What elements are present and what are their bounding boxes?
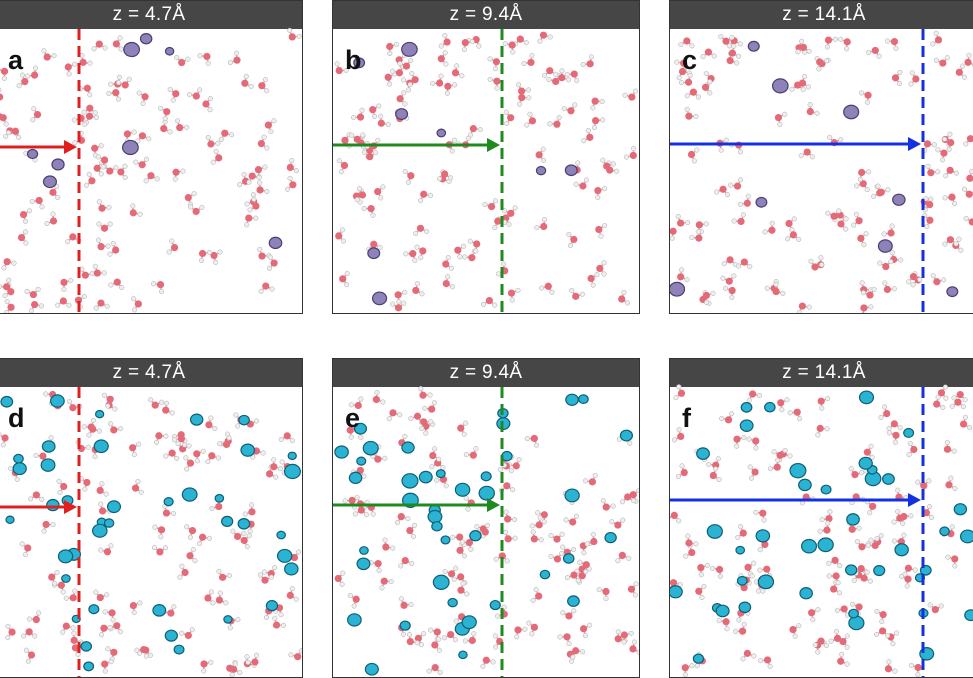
panel-d: z = 4.7Å d	[0, 358, 303, 678]
panel-c-molecules	[669, 0, 973, 314]
panel-f: z = 14.1Å f	[669, 358, 973, 678]
water-molecules	[335, 32, 638, 312]
water-molecules	[669, 31, 973, 314]
panel-a-letter: a	[8, 45, 23, 75]
panel-f-letter: f	[682, 403, 691, 433]
arrow-head-icon	[487, 498, 500, 512]
water-molecules	[0, 28, 302, 314]
arrow-head-icon	[487, 138, 500, 152]
water-molecules	[0, 391, 303, 677]
arrow-head-icon	[908, 137, 921, 151]
panel-b-letter: b	[345, 45, 362, 75]
panel-e-letter: e	[345, 403, 360, 433]
panel-b: z = 9.4Å b	[332, 0, 640, 314]
water-molecules	[335, 386, 640, 674]
panel-a-molecules	[0, 0, 303, 314]
arrow-head-icon	[908, 493, 921, 507]
panel-c-letter: c	[682, 45, 697, 75]
panel-d-molecules	[0, 358, 303, 678]
panel-a: z = 4.7Å a	[0, 0, 303, 314]
isosurface-blobs	[669, 391, 973, 663]
panel-e-molecules	[332, 358, 640, 678]
panel-e: z = 9.4Å e	[332, 358, 640, 678]
panel-f-molecules	[669, 358, 973, 678]
isosurface-blobs	[354, 42, 577, 304]
panel-b-molecules	[332, 0, 640, 314]
panel-c: z = 14.1Å c	[669, 0, 973, 314]
panel-d-letter: d	[8, 403, 25, 433]
